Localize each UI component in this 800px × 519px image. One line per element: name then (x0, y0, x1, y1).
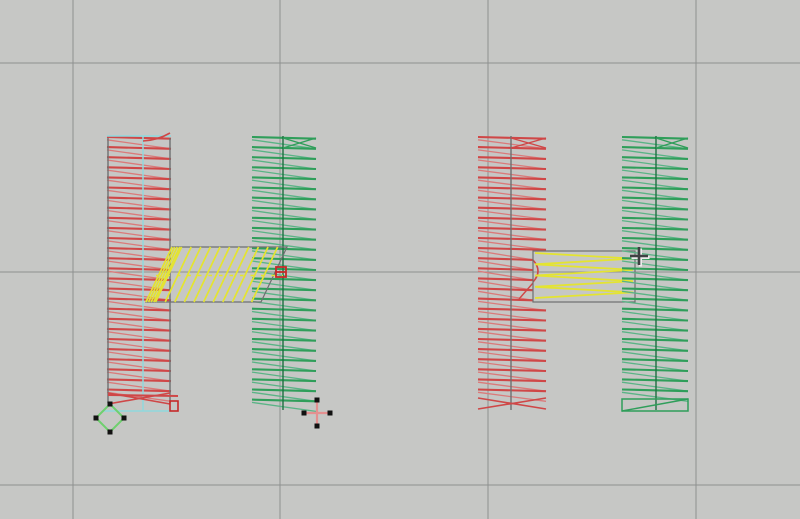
left-crossbar-hatch[interactable] (145, 246, 288, 303)
handle[interactable] (107, 401, 113, 407)
right-red-notch-diagonal (518, 282, 534, 300)
left-crossbar-selection-marker[interactable] (275, 266, 287, 278)
handle[interactable] (327, 410, 333, 416)
left-red-top-swoosh (142, 132, 171, 142)
mouse-cursor (630, 247, 650, 267)
right-crossbar-zigzag[interactable] (534, 252, 634, 299)
left-green-top-cross-b (282, 137, 317, 149)
right-red-bottom-cross-b (477, 397, 547, 410)
handle[interactable] (301, 410, 307, 416)
right-green-bottom-rect (621, 398, 689, 412)
right-green-column[interactable] (621, 135, 689, 402)
left-red-bottom-stitch (107, 394, 179, 397)
handle[interactable] (121, 415, 127, 421)
handle[interactable] (93, 415, 99, 421)
right-crossbar-outline (532, 250, 636, 303)
end-point-marker[interactable] (301, 397, 333, 429)
right-red-notch-bump (532, 259, 539, 283)
right-red-column[interactable] (477, 135, 547, 402)
right-green-top-cross-b (655, 137, 689, 149)
handle[interactable] (314, 423, 320, 429)
left-red-exit-rect[interactable] (169, 400, 179, 412)
handle[interactable] (107, 429, 113, 435)
right-red-top-cross-b (510, 137, 547, 149)
start-point-marker[interactable] (93, 401, 127, 435)
right-green-bottom-diag (621, 398, 689, 412)
left-green-column[interactable] (251, 135, 317, 413)
handle[interactable] (314, 397, 320, 403)
